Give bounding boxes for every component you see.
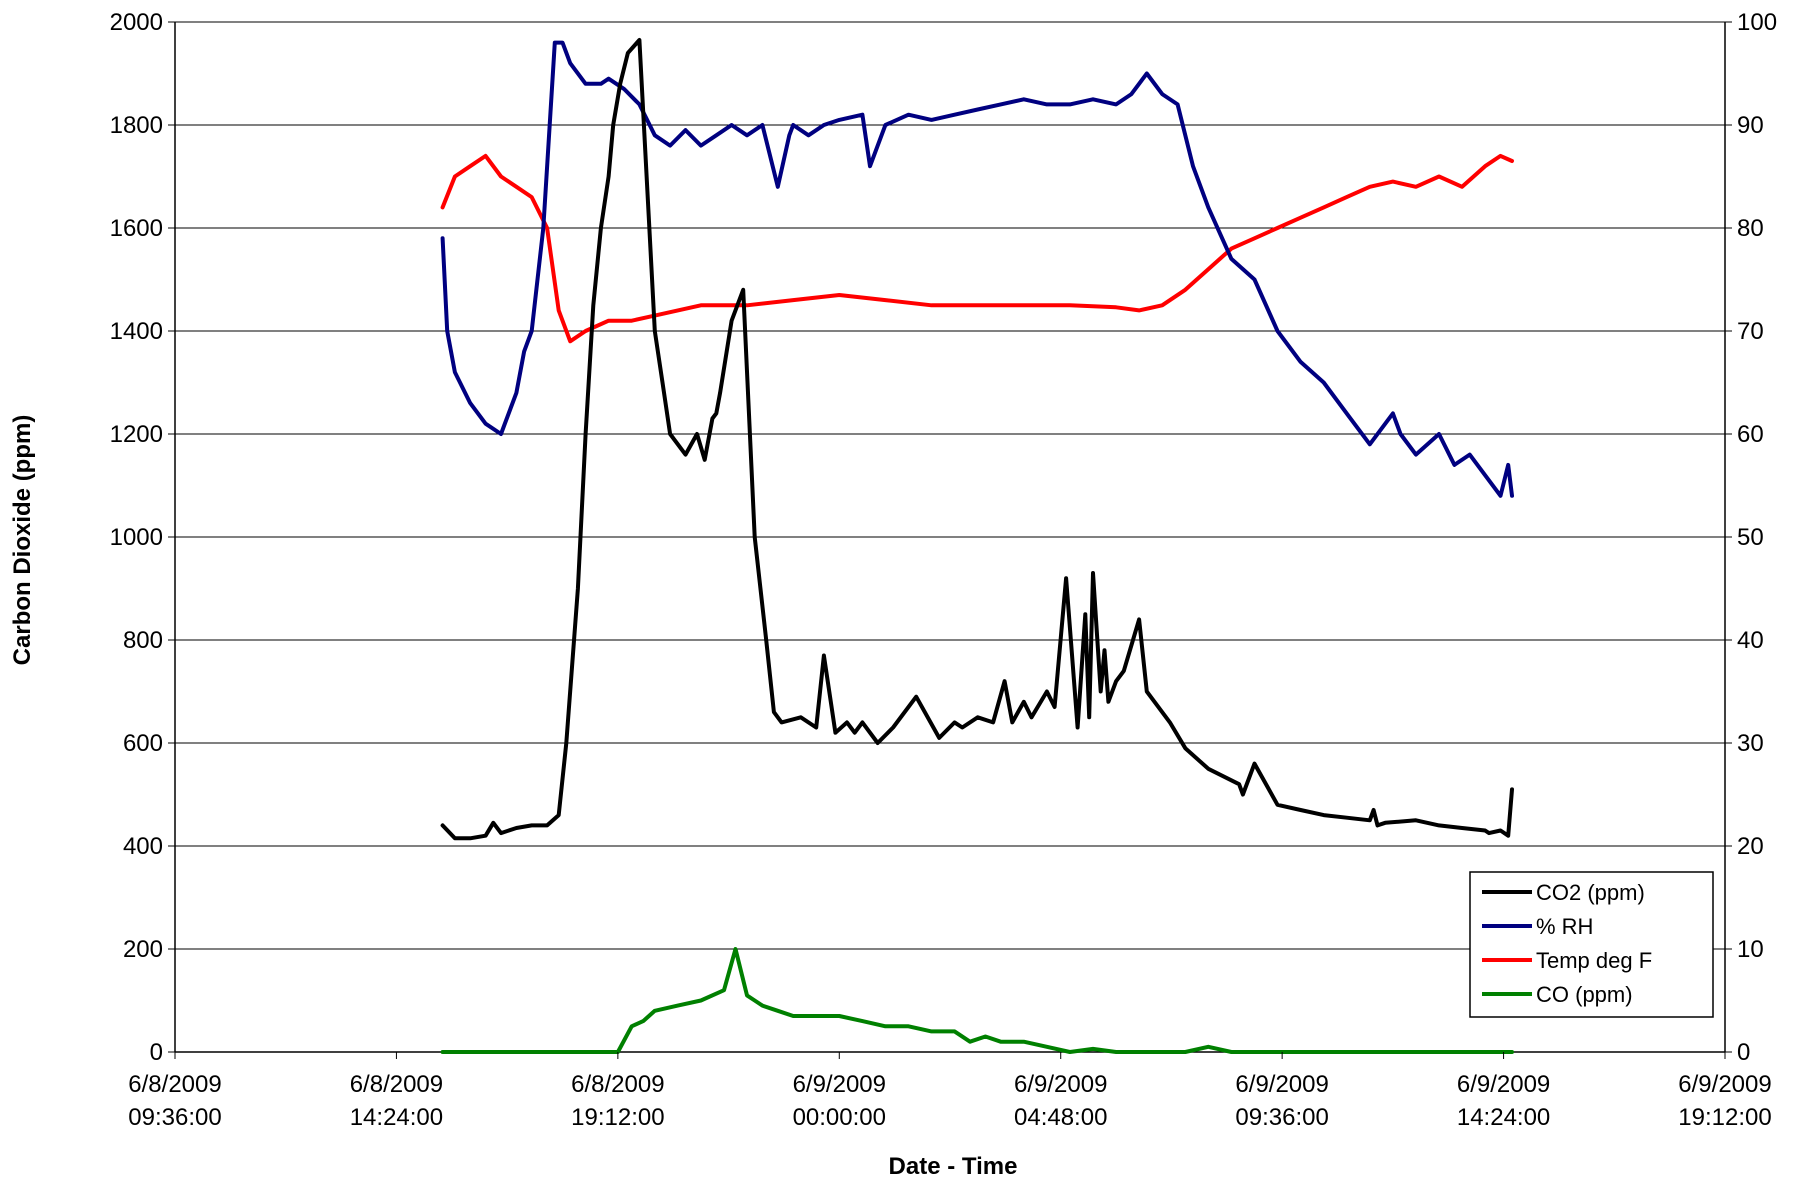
- left-tick-label: 1400: [110, 318, 163, 345]
- right-tick-label: 80: [1737, 215, 1764, 242]
- left-tick-label: 400: [123, 833, 163, 860]
- y-axis-title: Carbon Dioxide (ppm): [9, 415, 36, 666]
- left-tick-label: 2000: [110, 9, 163, 36]
- legend-label-co-ppm: CO (ppm): [1536, 982, 1633, 1007]
- x-tick-date: 6/9/2009: [1678, 1071, 1771, 1098]
- series-line-rh: [440, 40, 1514, 498]
- gridlines: [175, 21, 1725, 950]
- legend-label-co2-ppm: CO2 (ppm): [1536, 880, 1645, 905]
- x-tick-date: 6/9/2009: [793, 1071, 886, 1098]
- right-tick-label: 20: [1737, 833, 1764, 860]
- x-tick-time: 14:24:00: [350, 1104, 443, 1131]
- left-tick-label: 0: [150, 1039, 163, 1066]
- x-tick-time: 09:36:00: [128, 1104, 221, 1131]
- x-tick-time: 14:24:00: [1457, 1104, 1550, 1131]
- left-tick-label: 600: [123, 730, 163, 757]
- right-tick-label: 30: [1737, 730, 1764, 757]
- right-tick-label: 0: [1737, 1039, 1750, 1066]
- series-line-co-ppm: [440, 947, 1514, 1054]
- legend-label-temp-deg-f: Temp deg F: [1536, 948, 1652, 973]
- x-tick-date: 6/8/2009: [571, 1071, 664, 1098]
- series-layer: [440, 38, 1514, 1054]
- left-tick-label: 200: [123, 936, 163, 963]
- left-tick-label: 1200: [110, 421, 163, 448]
- right-axis-ticks: 0 10 20 30 40 50 60 70 80 90 100: [1725, 9, 1777, 1066]
- right-tick-label: 90: [1737, 112, 1764, 139]
- right-tick-label: 10: [1737, 936, 1764, 963]
- x-tick-time: 00:00:00: [793, 1104, 886, 1131]
- left-tick-label: 1800: [110, 112, 163, 139]
- x-tick-date: 6/9/2009: [1457, 1071, 1550, 1098]
- right-tick-label: 40: [1737, 627, 1764, 654]
- x-axis-title: Date - Time: [889, 1153, 1018, 1180]
- x-tick-date: 6/8/2009: [350, 1071, 443, 1098]
- series-line-temp-deg-f: [440, 153, 1514, 344]
- x-tick-date: 6/9/2009: [1014, 1071, 1107, 1098]
- x-tick-date: 6/8/2009: [128, 1071, 221, 1098]
- x-tick-date: 6/9/2009: [1235, 1071, 1328, 1098]
- left-axis-ticks: 0 200 400 600 800 1000 1200 1400 1600 1800 2000: [110, 9, 175, 1066]
- right-tick-label: 70: [1737, 318, 1764, 345]
- left-tick-label: 1000: [110, 524, 163, 551]
- right-tick-label: 60: [1737, 421, 1764, 448]
- series-line-co2-ppm: [440, 38, 1514, 841]
- x-tick-time: 09:36:00: [1235, 1104, 1328, 1131]
- right-tick-label: 50: [1737, 524, 1764, 551]
- legend: CO2 (ppm) % RH Temp deg F CO (ppm): [1469, 871, 1714, 1018]
- x-tick-time: 04:48:00: [1014, 1104, 1107, 1131]
- x-tick-time: 19:12:00: [571, 1104, 664, 1131]
- left-tick-label: 800: [123, 627, 163, 654]
- left-tick-label: 1600: [110, 215, 163, 242]
- legend-label-rh: % RH: [1536, 914, 1593, 939]
- x-axis-ticks: 6/8/2009 09:36:00 6/8/2009 14:24:00 6/8/2009…: [128, 1052, 1772, 1131]
- right-tick-label: 100: [1737, 9, 1777, 36]
- x-tick-time: 19:12:00: [1678, 1104, 1771, 1131]
